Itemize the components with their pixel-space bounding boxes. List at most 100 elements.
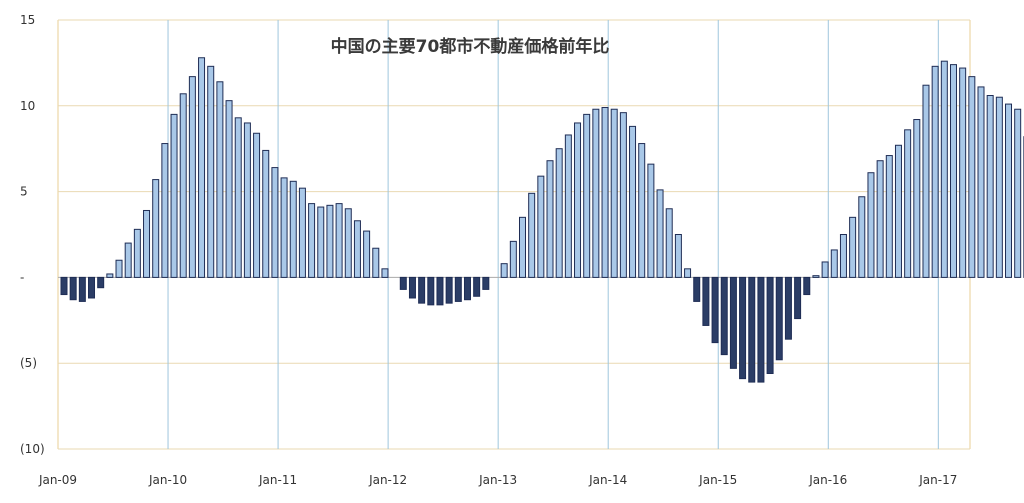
bar [463,276,471,301]
x-tick-label: Jan-15 [698,473,737,487]
x-tick-label: Jan-14 [588,473,627,487]
bar [656,189,664,278]
bar [867,172,875,278]
bar [904,129,912,278]
bar [748,276,756,383]
bar [812,275,820,278]
bar [610,108,618,278]
bar [88,276,96,299]
bar [619,112,627,278]
bar [830,249,838,278]
y-tick-label: (5) [20,356,37,370]
bar [280,177,288,278]
bar [583,113,591,278]
x-tick-label: Jan-17 [918,473,957,487]
bar [876,160,884,278]
bar [665,208,673,278]
bar [546,160,554,278]
bar [473,276,481,297]
bar [418,276,426,304]
y-tick-label: - [20,270,24,284]
bar [216,81,224,278]
bar [482,276,490,290]
bar [949,64,957,278]
bar [995,96,1003,278]
bar [335,203,343,278]
bar [179,93,187,278]
bar [693,276,701,302]
bar [729,276,737,369]
bar [1014,108,1022,278]
bar [757,276,765,383]
bar [207,65,215,278]
bar [509,240,517,278]
bar [959,67,967,278]
bar [353,220,361,278]
bar [720,276,728,356]
bar [69,276,77,301]
bar [344,208,352,278]
bar [601,107,609,278]
bars [60,57,1024,383]
bar [839,234,847,278]
bar [445,276,453,304]
bar [775,276,783,361]
bar [188,76,196,278]
bar [399,276,407,290]
bar [289,180,297,278]
bar [317,206,325,278]
x-tick-label: Jan-13 [478,473,517,487]
bar [363,230,371,278]
bar [198,57,206,278]
bar [243,122,251,278]
bar [271,167,279,278]
bar [894,144,902,278]
bar [152,179,160,278]
chart-title: 中国の主要70都市不動産価格前年比 [331,36,610,57]
bar [977,86,985,278]
bar [940,60,948,278]
bar [408,276,416,299]
bar [564,134,572,278]
bar [849,216,857,278]
bar [161,143,169,278]
bar [638,143,646,278]
bar [454,276,462,302]
y-tick-label: (10) [20,442,45,456]
gridlines [57,19,971,450]
bar [684,268,692,278]
bar [427,276,435,306]
axes: 15 10 5 - (5) (10) Jan-09 Jan-10 Jan-11 Jan-12 Jan… [20,13,957,487]
bar [298,187,306,278]
bar [702,276,710,326]
bar [436,276,444,306]
bar [1005,103,1013,278]
bar [711,276,719,344]
bar [739,276,747,380]
y-tick-label: 10 [20,99,35,113]
bar [143,209,151,278]
bar [537,175,545,278]
x-tick-label: Jan-09 [38,473,77,487]
bar [794,276,802,320]
x-tick-label: Jan-10 [148,473,187,487]
bar [555,148,563,278]
bar [124,242,132,278]
bar [629,125,637,278]
bar [858,196,866,278]
bar [592,108,600,278]
bar [133,228,141,278]
bar [97,276,105,289]
bar [262,149,270,278]
x-tick-label: Jan-12 [368,473,407,487]
bar [986,95,994,278]
bar [78,276,86,302]
x-tick-label: Jan-16 [808,473,847,487]
bar [253,132,261,278]
bar [931,65,939,278]
bar [968,76,976,278]
bar [647,163,655,278]
y-tick-label: 15 [20,13,35,27]
